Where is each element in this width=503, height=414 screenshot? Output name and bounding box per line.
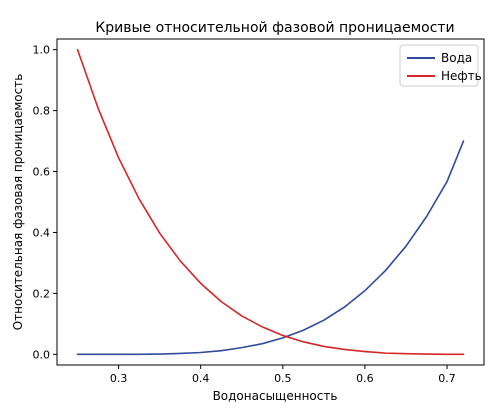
chart-title: Кривые относительной фазовой проницаемос… bbox=[95, 20, 454, 36]
y-tick-label: 0.4 bbox=[33, 226, 51, 239]
y-tick-label: 0.8 bbox=[33, 105, 51, 118]
x-axis-label: Водонасыщенность bbox=[213, 389, 338, 403]
legend-label-oil: Нефть bbox=[441, 69, 482, 83]
x-tick-label: 0.7 bbox=[438, 372, 456, 385]
y-axis-label: Относительная фазовая проницаемость bbox=[11, 74, 25, 331]
x-tick-label: 0.4 bbox=[192, 372, 210, 385]
legend-label-water: Вода bbox=[441, 51, 472, 65]
x-axis-ticks: 0.3 0.4 0.5 0.6 0.7 bbox=[110, 365, 456, 385]
x-tick-label: 0.6 bbox=[356, 372, 374, 385]
series-lines bbox=[76, 48, 465, 356]
water-curve bbox=[76, 140, 465, 356]
x-tick-label: 0.3 bbox=[110, 372, 128, 385]
oil-curve bbox=[76, 48, 465, 356]
legend: Вода Нефть bbox=[399, 44, 482, 87]
x-tick-label: 0.5 bbox=[274, 372, 292, 385]
y-tick-label: 0.6 bbox=[33, 166, 51, 179]
plot-area-frame bbox=[56, 38, 485, 366]
y-tick-label: 0.0 bbox=[33, 348, 51, 361]
y-tick-label: 0.2 bbox=[33, 287, 51, 300]
y-tick-label: 1.0 bbox=[33, 44, 51, 57]
y-axis-ticks: 0.0 0.2 0.4 0.6 0.8 1.0 bbox=[33, 44, 57, 361]
